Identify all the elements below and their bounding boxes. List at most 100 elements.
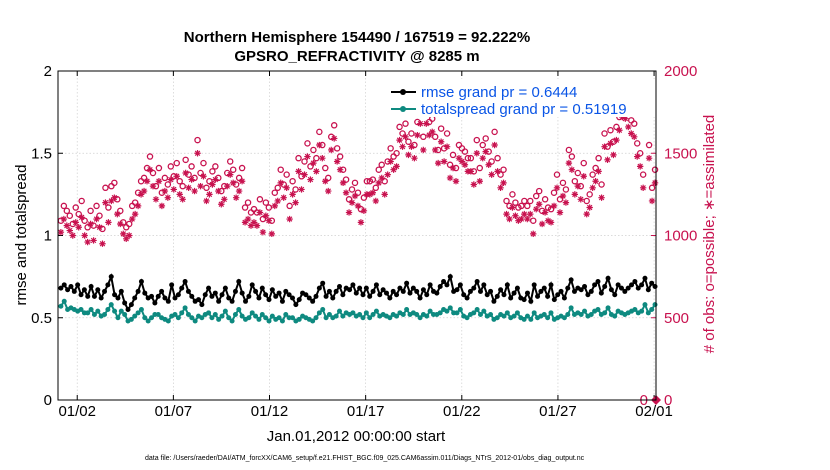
- assimilated-obs-point: [503, 210, 510, 218]
- assimilated-obs-point: [604, 156, 611, 164]
- possible-obs-point: [304, 140, 311, 147]
- assimilated-obs-point: [57, 229, 65, 236]
- assimilated-obs-point: [515, 217, 522, 224]
- rmse-point: [175, 292, 181, 298]
- rmse-point: [152, 300, 158, 306]
- rmse-point: [357, 285, 363, 291]
- rmse-point: [397, 285, 403, 291]
- possible-obs-point: [503, 197, 510, 205]
- possible-obs-point: [310, 146, 317, 154]
- assimilated-obs-point: [250, 219, 258, 226]
- assimilated-obs-point: [443, 143, 451, 150]
- spread-point: [363, 310, 369, 316]
- spread-point: [253, 313, 259, 319]
- rmse-point: [571, 288, 577, 294]
- possible-obs-point: [128, 202, 136, 210]
- spread-point: [360, 315, 366, 321]
- rmse-point: [578, 287, 584, 293]
- possible-obs-point: [393, 149, 400, 157]
- rmse-point: [246, 293, 252, 299]
- possible-obs-point: [482, 135, 489, 142]
- assimilated-obs-point: [452, 178, 460, 185]
- possible-obs-point: [313, 154, 320, 162]
- assimilated-obs-point: [218, 201, 225, 208]
- spread-point: [477, 311, 483, 317]
- rmse-point: [142, 290, 148, 296]
- assimilated-obs-point: [645, 154, 653, 162]
- possible-obs-point: [559, 179, 567, 187]
- assimilated-obs-point: [286, 215, 293, 223]
- spread-point: [316, 310, 322, 316]
- possible-obs-point: [565, 146, 573, 154]
- possible-obs-point: [336, 153, 344, 160]
- rmse-point: [91, 293, 97, 299]
- possible-obs-point: [117, 207, 124, 215]
- assimilated-obs-point: [117, 220, 124, 228]
- rmse-point: [165, 298, 171, 304]
- possible-obs-point: [586, 191, 593, 198]
- possible-obs-point: [583, 197, 590, 205]
- rmse-point: [155, 293, 161, 299]
- y-tick-label-left: 1.5: [31, 145, 52, 162]
- rmse-point: [370, 288, 376, 294]
- assimilated-obs-point: [99, 240, 106, 247]
- rmse-point: [159, 288, 165, 294]
- possible-obs-point: [238, 164, 246, 172]
- possible-obs-point: [571, 177, 579, 185]
- assimilated-obs-point: [509, 204, 516, 211]
- possible-obs-point: [292, 186, 299, 193]
- possible-obs-point: [182, 156, 189, 164]
- spread-point: [165, 318, 171, 324]
- rmse-point: [108, 274, 114, 280]
- rmse-point: [320, 280, 326, 286]
- spread-point: [236, 307, 242, 313]
- x-tick-label: 01/27: [539, 403, 577, 420]
- assimilated-obs-point: [639, 184, 647, 191]
- assimilated-obs-point: [247, 222, 255, 229]
- rmse-point: [149, 293, 155, 299]
- spread-point: [185, 311, 191, 317]
- assimilated-obs-point: [580, 173, 587, 180]
- assimilated-obs-point: [227, 171, 234, 178]
- possible-obs-point: [247, 209, 255, 216]
- spread-point: [582, 308, 588, 314]
- spread-point: [447, 305, 453, 311]
- possible-obs-point: [509, 191, 516, 198]
- rmse-point: [545, 293, 551, 299]
- possible-obs-point: [283, 171, 290, 178]
- assimilated-obs-point: [628, 130, 635, 137]
- assimilated-obs-point: [304, 153, 311, 160]
- assimilated-obs-point: [342, 189, 350, 196]
- rmse-point: [353, 290, 359, 296]
- assimilated-obs-point: [313, 168, 320, 175]
- assimilated-obs-point: [538, 220, 546, 228]
- data-marks: 0: [57, 80, 661, 409]
- rmse-point: [185, 288, 191, 294]
- rmse-point: [336, 283, 342, 289]
- spread-point: [323, 315, 329, 321]
- legend-box: [387, 79, 655, 117]
- assimilated-obs-point: [559, 192, 567, 200]
- rmse-point: [434, 290, 440, 296]
- rmse-point: [172, 295, 178, 301]
- spread-point: [135, 310, 141, 316]
- assimilated-obs-point: [108, 197, 115, 205]
- rmse-point: [98, 295, 104, 301]
- assimilated-obs-point: [185, 184, 192, 191]
- possible-obs-point: [639, 171, 647, 178]
- assimilated-obs-point: [408, 143, 415, 150]
- possible-obs-point: [351, 179, 359, 187]
- spread-point: [649, 307, 655, 313]
- rmse-point: [394, 292, 400, 298]
- spread-point: [605, 305, 611, 311]
- assimilated-obs-point: [449, 164, 457, 172]
- possible-obs-point: [574, 169, 582, 177]
- possible-obs-point: [188, 163, 195, 170]
- assimilated-obs-point: [476, 178, 483, 185]
- assimilated-obs-point: [420, 146, 427, 154]
- assimilated-obs-point: [310, 159, 317, 167]
- rmse-point: [65, 287, 71, 293]
- possible-obs-point: [244, 199, 252, 206]
- possible-obs-point: [521, 197, 528, 205]
- rmse-point: [538, 288, 544, 294]
